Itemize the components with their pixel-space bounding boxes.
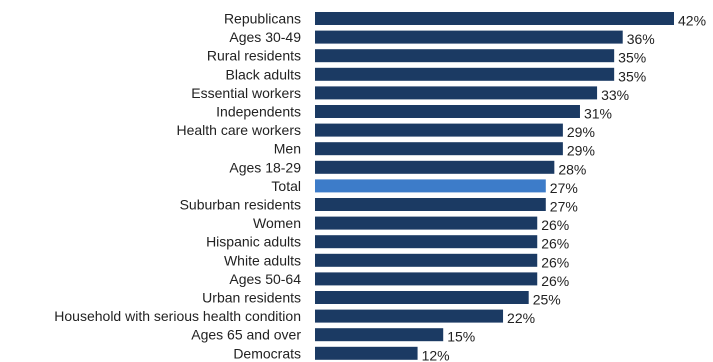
value-label: 26% (541, 254, 569, 270)
bar (315, 142, 563, 156)
bar (315, 291, 529, 304)
category-label: Health care workers (177, 122, 302, 138)
value-label: 26% (541, 217, 569, 233)
category-label: Ages 30-49 (229, 29, 301, 45)
value-label: 27% (550, 180, 578, 196)
value-label: 25% (533, 292, 561, 308)
value-label: 15% (447, 329, 475, 345)
value-label: 33% (601, 87, 629, 103)
value-label: 35% (618, 50, 646, 66)
bar (315, 49, 615, 63)
bar (315, 272, 538, 286)
value-label: 35% (618, 68, 646, 84)
bar (315, 216, 538, 230)
value-label: 28% (558, 161, 586, 177)
category-label: Urban residents (202, 290, 301, 306)
bar (315, 253, 538, 267)
category-label: Women (253, 215, 301, 231)
bar (315, 198, 546, 211)
value-label: 22% (507, 310, 535, 326)
category-label: Ages 50-64 (229, 271, 301, 287)
bar (315, 12, 674, 25)
category-label: Black adults (226, 66, 301, 82)
bar (315, 160, 555, 174)
value-label: 42% (678, 13, 706, 29)
category-label: Men (274, 141, 301, 157)
category-label: Household with serious health condition (54, 308, 301, 324)
value-label: 26% (541, 236, 569, 252)
bar (315, 105, 580, 118)
category-label: Essential workers (191, 85, 301, 101)
category-label: Ages 18-29 (229, 159, 301, 175)
bar (315, 67, 615, 81)
value-label: 12% (422, 347, 450, 362)
value-label: 26% (541, 273, 569, 289)
category-label: Suburban residents (180, 197, 301, 213)
bar (315, 30, 623, 44)
value-label: 29% (567, 124, 595, 140)
value-label: 31% (584, 106, 612, 122)
bar (315, 123, 563, 137)
category-label: Democrats (233, 345, 301, 361)
bar (315, 346, 418, 360)
category-label: Republicans (224, 11, 301, 27)
category-label: White adults (224, 252, 301, 268)
category-label: Independents (216, 104, 301, 120)
category-label: Ages 65 and over (191, 327, 301, 343)
category-label: Total (271, 178, 301, 194)
value-label: 29% (567, 143, 595, 159)
category-label: Hispanic adults (206, 234, 301, 250)
bar-highlight (315, 179, 546, 193)
bar (315, 235, 538, 249)
value-label: 36% (627, 31, 655, 47)
bar (315, 86, 598, 100)
value-label: 27% (550, 199, 578, 215)
category-label: Rural residents (207, 48, 301, 64)
bar (315, 309, 504, 323)
bar (315, 328, 444, 342)
